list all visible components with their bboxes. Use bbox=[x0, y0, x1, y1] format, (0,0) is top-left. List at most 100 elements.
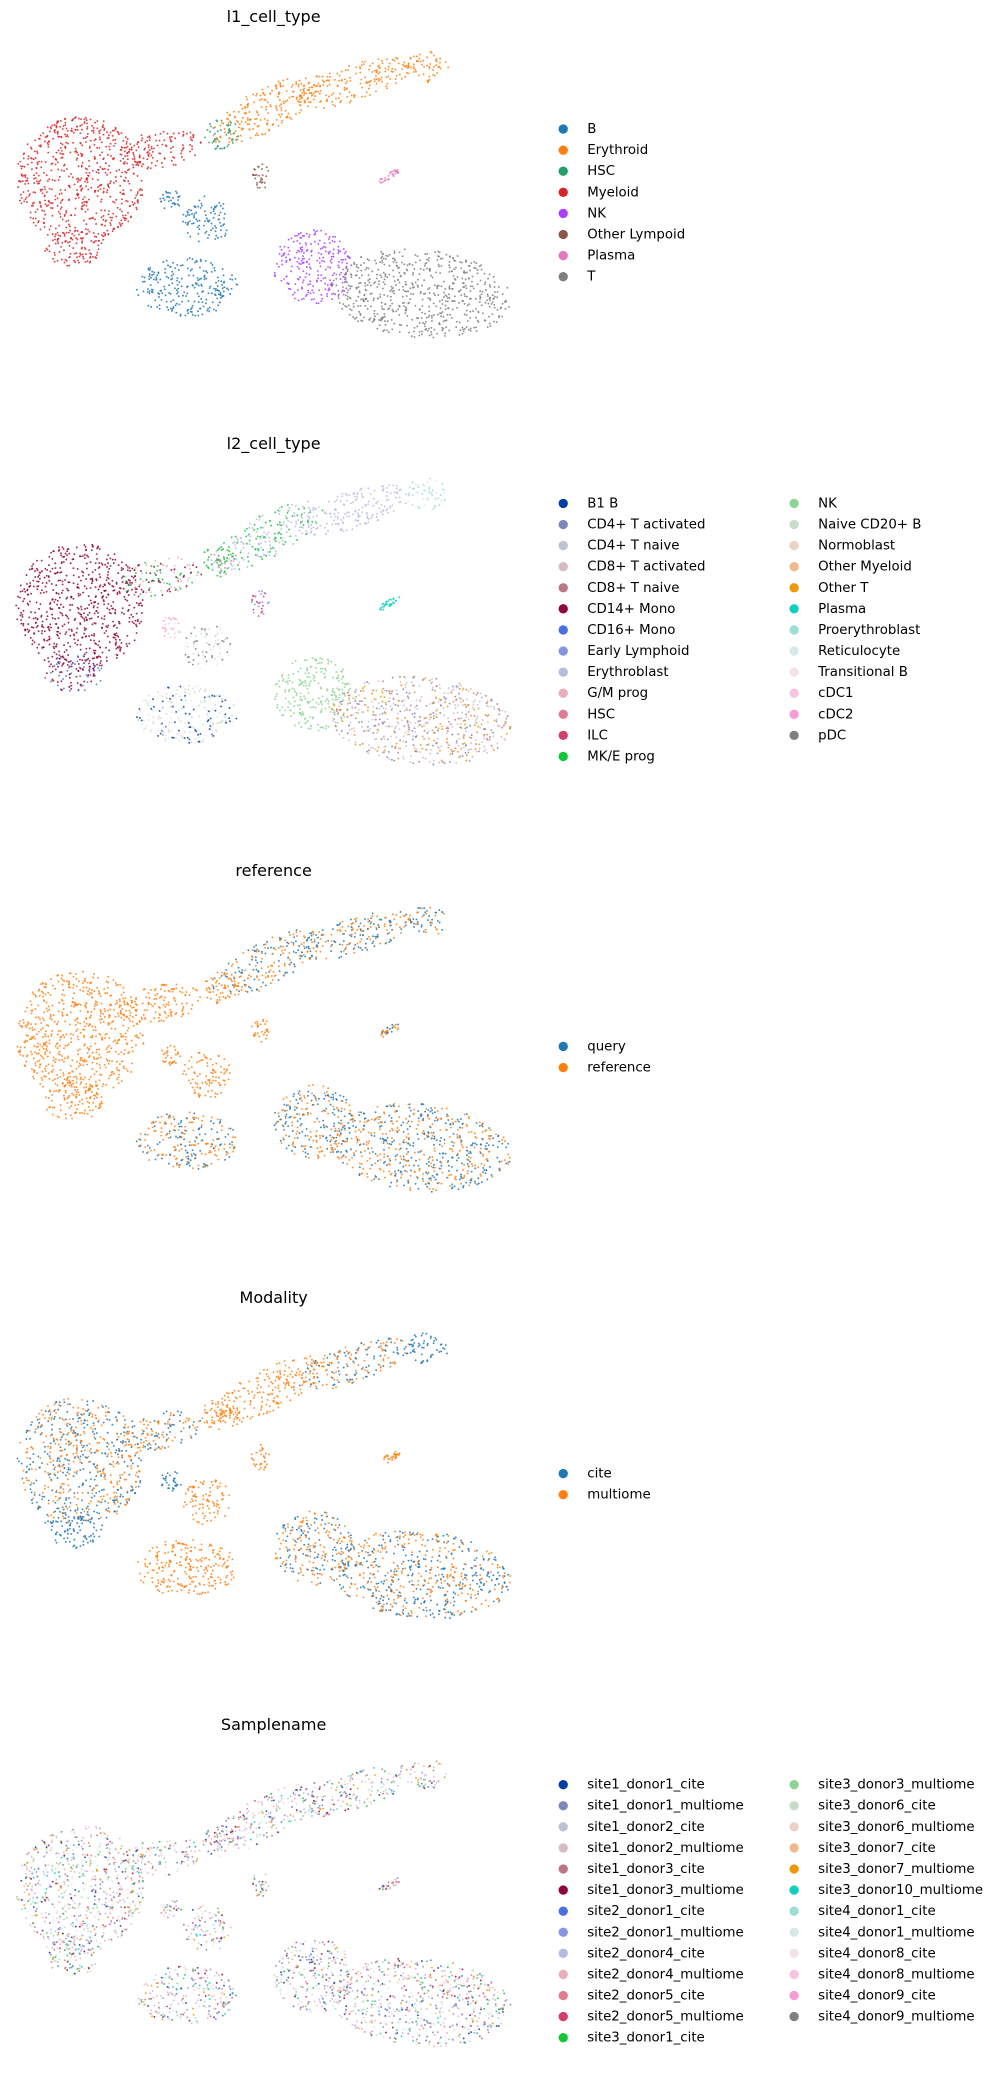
cell-point bbox=[329, 279, 332, 282]
cell-point bbox=[479, 726, 482, 729]
cell-point bbox=[211, 141, 214, 144]
cell-point bbox=[203, 650, 206, 653]
cell-point bbox=[89, 599, 92, 602]
cell-point bbox=[456, 275, 459, 278]
cell-point bbox=[282, 102, 285, 105]
cell-point bbox=[203, 690, 206, 692]
cell-point bbox=[69, 660, 72, 663]
cell-point bbox=[435, 491, 438, 494]
cell-point bbox=[165, 191, 168, 194]
cell-point bbox=[307, 291, 310, 294]
cell-point bbox=[129, 581, 131, 584]
cell-point bbox=[198, 219, 201, 222]
cell-point bbox=[117, 620, 120, 623]
cell-point bbox=[380, 181, 383, 184]
cell-point bbox=[37, 219, 40, 222]
cell-point bbox=[160, 200, 163, 203]
cell-point bbox=[197, 295, 200, 298]
cell-point bbox=[245, 542, 248, 545]
cell-point bbox=[374, 259, 376, 262]
cell-point bbox=[309, 280, 312, 283]
cell-point bbox=[297, 85, 300, 88]
cell-point bbox=[161, 700, 164, 703]
cell-point bbox=[441, 299, 444, 301]
cell-point bbox=[431, 678, 433, 681]
cell-point bbox=[254, 134, 257, 137]
cell-point bbox=[188, 693, 191, 695]
cell-point bbox=[105, 596, 108, 599]
cell-point bbox=[60, 688, 62, 691]
cell-point bbox=[22, 191, 25, 193]
cell-point bbox=[51, 178, 54, 181]
cell-point bbox=[69, 603, 72, 606]
cell-point bbox=[36, 624, 39, 627]
cell-point bbox=[402, 755, 405, 758]
cell-point bbox=[238, 561, 241, 564]
cell-point bbox=[111, 134, 114, 137]
cell-point bbox=[331, 239, 334, 242]
cell-point bbox=[160, 589, 163, 592]
cell-point bbox=[117, 635, 120, 638]
cell-point bbox=[220, 229, 222, 232]
cell-point bbox=[421, 284, 423, 287]
cell-point bbox=[302, 279, 305, 282]
cell-point bbox=[324, 667, 327, 670]
cell-point bbox=[325, 79, 328, 82]
cell-point bbox=[432, 302, 435, 305]
cell-point bbox=[465, 730, 468, 733]
cell-point bbox=[79, 643, 82, 646]
cell-point bbox=[130, 148, 133, 151]
cell-point bbox=[378, 318, 380, 321]
cell-point bbox=[393, 250, 396, 253]
cell-point bbox=[203, 278, 206, 281]
cell-point bbox=[177, 589, 179, 592]
cell-point bbox=[346, 255, 349, 258]
cell-point bbox=[209, 122, 211, 125]
cell-point bbox=[443, 692, 446, 695]
cell-point bbox=[99, 584, 102, 587]
cell-point bbox=[433, 714, 435, 717]
cell-point bbox=[196, 684, 199, 687]
cell-point bbox=[96, 251, 99, 254]
cell-point bbox=[493, 286, 496, 288]
cell-point bbox=[69, 252, 72, 255]
cell-point bbox=[160, 289, 163, 292]
cell-point bbox=[38, 180, 40, 183]
cell-point bbox=[456, 750, 459, 753]
cell-point bbox=[237, 126, 240, 129]
cell-point bbox=[369, 746, 372, 749]
cell-point bbox=[76, 229, 79, 232]
cell-point bbox=[349, 721, 352, 724]
cell-point bbox=[277, 124, 280, 127]
cell-point bbox=[427, 730, 430, 733]
cell-point bbox=[83, 196, 86, 199]
cell-point bbox=[336, 72, 339, 75]
cell-point bbox=[366, 284, 369, 287]
cell-point bbox=[99, 656, 102, 658]
cell-point bbox=[112, 212, 115, 215]
cell-point bbox=[107, 233, 110, 236]
cell-point bbox=[211, 729, 214, 732]
cell-point bbox=[471, 275, 474, 278]
cell-point bbox=[392, 484, 395, 487]
cell-point bbox=[322, 84, 325, 86]
cell-point bbox=[92, 606, 95, 609]
cell-point bbox=[80, 118, 82, 121]
cell-point bbox=[344, 69, 347, 72]
cell-point bbox=[134, 581, 137, 584]
cell-point bbox=[364, 288, 367, 291]
cell-point bbox=[176, 716, 179, 719]
cell-point bbox=[179, 264, 182, 267]
cell-point bbox=[223, 558, 226, 560]
cell-point bbox=[308, 516, 311, 519]
cell-point bbox=[408, 494, 410, 497]
cell-point bbox=[179, 587, 182, 590]
cell-point bbox=[428, 492, 431, 495]
cell-point bbox=[376, 327, 379, 330]
cell-point bbox=[193, 626, 196, 629]
cell-point bbox=[458, 682, 461, 685]
cell-point bbox=[43, 225, 46, 228]
cell-point bbox=[426, 252, 429, 255]
cell-point bbox=[317, 274, 320, 277]
cell-point bbox=[151, 156, 154, 159]
